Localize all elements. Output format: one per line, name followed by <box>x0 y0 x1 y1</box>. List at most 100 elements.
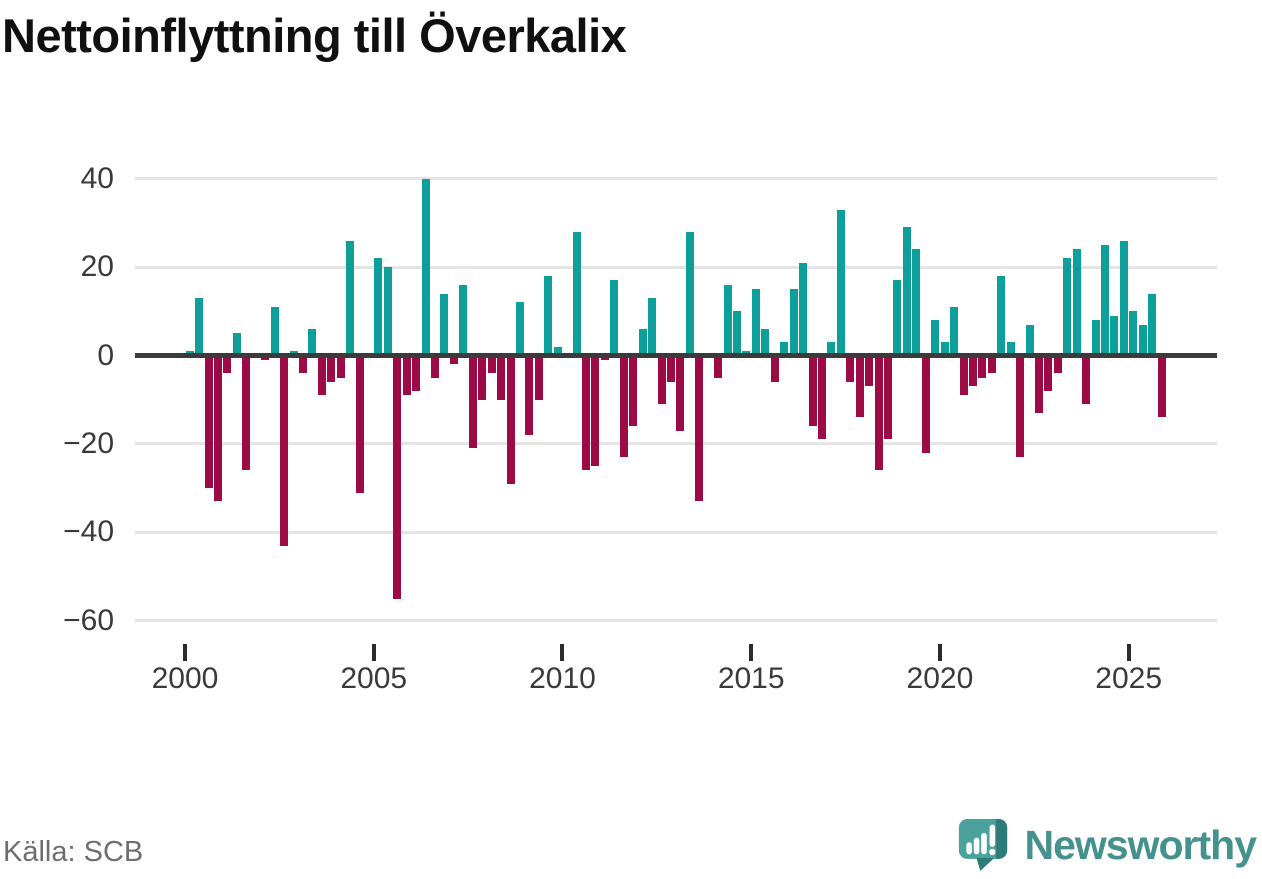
bar-2007-Q2 <box>459 284 468 356</box>
bar-2025-Q2 <box>1138 324 1147 356</box>
bar-2013-Q1 <box>676 355 685 431</box>
bar-2020-Q3 <box>959 355 968 396</box>
bar-2021-Q1 <box>978 355 987 378</box>
bar-2008-Q4 <box>515 302 524 356</box>
x-tick-label-2005: 2005 <box>340 662 408 695</box>
bar-2012-Q1 <box>638 328 647 356</box>
bar-2006-Q3 <box>431 355 440 378</box>
bar-2006-Q2 <box>421 178 430 356</box>
y-tick-label--60: −60 <box>63 603 114 637</box>
bar-2020-Q1 <box>940 342 949 356</box>
x-tick-2010 <box>560 644 565 661</box>
bar-2004-Q3 <box>355 355 364 493</box>
bar-2003-Q3 <box>317 355 326 396</box>
bar-2007-Q3 <box>468 355 477 449</box>
bar-2007-Q4 <box>478 355 487 400</box>
bar-2016-Q2 <box>799 262 808 356</box>
bar-2016-Q1 <box>789 289 798 356</box>
bar-2019-Q4 <box>931 320 940 356</box>
bar-2005-Q1 <box>374 258 383 356</box>
bar-2024-Q4 <box>1119 240 1128 356</box>
bar-2025-Q3 <box>1148 293 1157 356</box>
bar-2023-Q4 <box>1082 355 1091 405</box>
bar-2012-Q4 <box>666 355 675 383</box>
bar-2010-Q4 <box>591 355 600 466</box>
gridline--40 <box>135 530 1217 534</box>
bar-2025-Q1 <box>1129 311 1138 356</box>
bar-2013-Q3 <box>695 355 704 502</box>
bar-2017-Q4 <box>855 355 864 418</box>
bar-2018-Q3 <box>884 355 893 440</box>
x-tick-label-2000: 2000 <box>151 662 219 695</box>
bar-2018-Q1 <box>865 355 874 387</box>
bar-2020-Q2 <box>950 306 959 356</box>
bar-2011-Q2 <box>610 280 619 356</box>
bar-2006-Q1 <box>412 355 421 391</box>
bar-2005-Q2 <box>383 267 392 356</box>
bar-2022-Q3 <box>1035 355 1043 413</box>
bar-2017-Q1 <box>827 342 836 356</box>
bar-2022-Q2 <box>1025 324 1034 356</box>
bar-2013-Q2 <box>685 231 694 356</box>
chart-title: Nettoinflyttning till Överkalix <box>2 9 627 62</box>
bar-2003-Q2 <box>308 328 317 356</box>
bar-2016-Q4 <box>817 355 826 440</box>
bar-2012-Q3 <box>657 355 666 405</box>
bar-2017-Q2 <box>836 209 845 356</box>
bar-2009-Q1 <box>525 355 534 436</box>
bar-2012-Q2 <box>648 298 657 356</box>
bar-2005-Q3 <box>393 355 402 599</box>
bar-2021-Q4 <box>1006 342 1015 356</box>
x-tick-2000 <box>183 644 187 661</box>
gridline-40 <box>135 177 1217 181</box>
bar-2003-Q4 <box>327 355 336 383</box>
bar-2014-Q1 <box>714 355 723 378</box>
bar-2024-Q1 <box>1091 320 1100 356</box>
x-tick-label-2015: 2015 <box>717 662 785 695</box>
bar-2006-Q4 <box>440 293 449 356</box>
bar-2017-Q3 <box>846 355 855 383</box>
bar-2011-Q3 <box>619 355 628 458</box>
source-note: Källa: SCB <box>3 836 144 868</box>
bar-2009-Q2 <box>534 355 543 400</box>
bar-2018-Q2 <box>874 355 883 471</box>
x-tick-label-2025: 2025 <box>1095 662 1163 695</box>
bar-2015-Q4 <box>780 342 789 356</box>
gridline--60 <box>135 619 1217 623</box>
bar-2018-Q4 <box>893 280 902 356</box>
bar-2009-Q3 <box>544 275 553 356</box>
bar-2004-Q1 <box>336 355 345 378</box>
newsworthy-logo: Newsworthy <box>958 816 1257 874</box>
bar-2001-Q2 <box>232 333 241 356</box>
bar-2008-Q2 <box>497 355 506 400</box>
bar-2001-Q3 <box>242 355 251 471</box>
bar-2010-Q2 <box>572 231 581 356</box>
x-tick-2015 <box>749 644 754 661</box>
bar-2024-Q3 <box>1110 315 1119 356</box>
bar-2000-Q4 <box>214 355 222 502</box>
bar-2014-Q3 <box>733 311 742 356</box>
bar-2008-Q1 <box>487 355 496 374</box>
gridline-20 <box>135 265 1217 269</box>
bar-2021-Q2 <box>987 355 996 374</box>
bar-2007-Q1 <box>449 355 458 365</box>
bar-2019-Q1 <box>902 227 911 356</box>
x-tick-label-2010: 2010 <box>529 662 596 695</box>
bar-2004-Q2 <box>346 240 355 356</box>
y-tick-label-0: 0 <box>97 338 114 372</box>
bar-2003-Q1 <box>298 355 307 374</box>
bar-2001-Q1 <box>223 355 232 374</box>
x-tick-label-2020: 2020 <box>906 662 974 695</box>
bar-2022-Q1 <box>1016 355 1025 458</box>
bar-2015-Q1 <box>751 289 760 356</box>
bar-2025-Q4 <box>1157 355 1166 418</box>
bar-2023-Q1 <box>1053 355 1062 374</box>
bar-2015-Q2 <box>761 328 770 356</box>
bar-2022-Q4 <box>1044 355 1053 391</box>
bar-2019-Q3 <box>921 355 930 453</box>
y-tick-label--20: −20 <box>63 426 114 460</box>
bar-2015-Q3 <box>770 355 779 383</box>
bar-2024-Q2 <box>1101 245 1110 356</box>
bar-2023-Q2 <box>1063 258 1072 356</box>
